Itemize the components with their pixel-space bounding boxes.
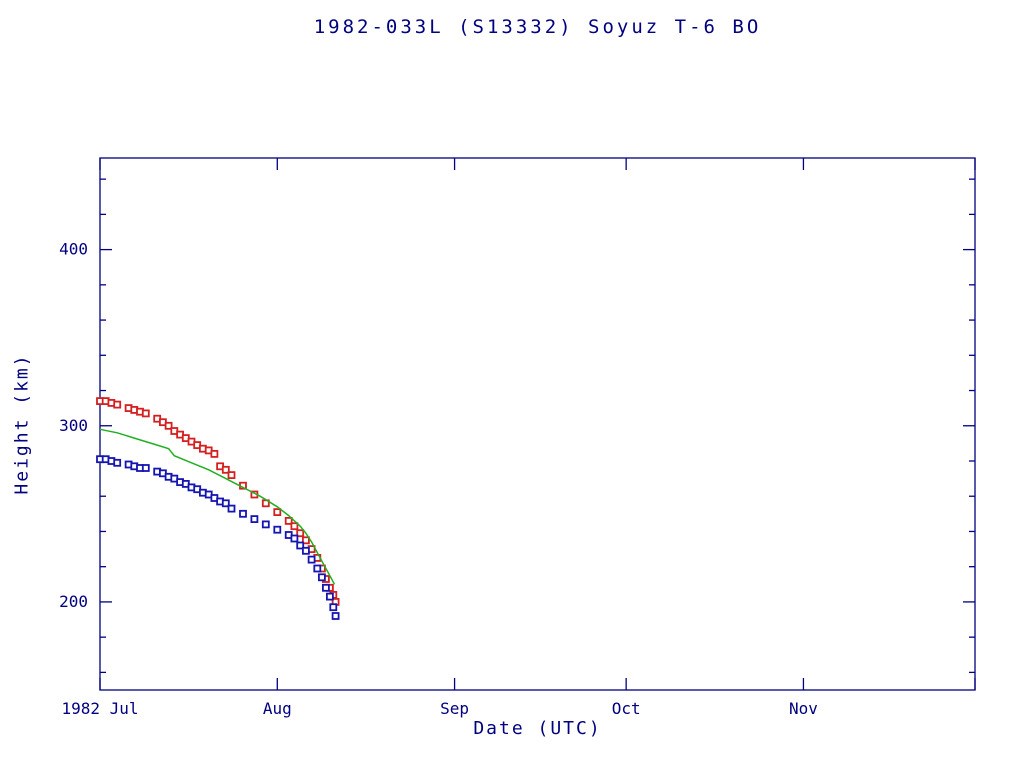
x-tick-label: Sep <box>440 699 469 718</box>
y-tick-label: 200 <box>59 592 88 611</box>
y-axis-label: Height (km) <box>11 353 33 495</box>
y-axis-ticks: 200 300 400 <box>59 178 975 674</box>
perigee-height-series <box>96 455 340 620</box>
x-axis-ticks: 1982 Jul Aug Sep Oct Nov <box>61 158 976 718</box>
x-tick-label: Oct <box>612 699 641 718</box>
y-tick-label: 400 <box>59 240 88 259</box>
x-tick-label: Aug <box>263 699 292 718</box>
chart-title: 1982-033L (S13332) Soyuz T-6 BO <box>313 16 762 38</box>
x-axis-label: Date (UTC) <box>473 718 602 739</box>
mean-height-series <box>99 428 336 585</box>
x-tick-label: 1982 Jul <box>61 699 138 718</box>
x-tick-label: Nov <box>789 699 818 718</box>
y-tick-label: 300 <box>59 416 88 435</box>
plot-frame <box>99 157 976 691</box>
